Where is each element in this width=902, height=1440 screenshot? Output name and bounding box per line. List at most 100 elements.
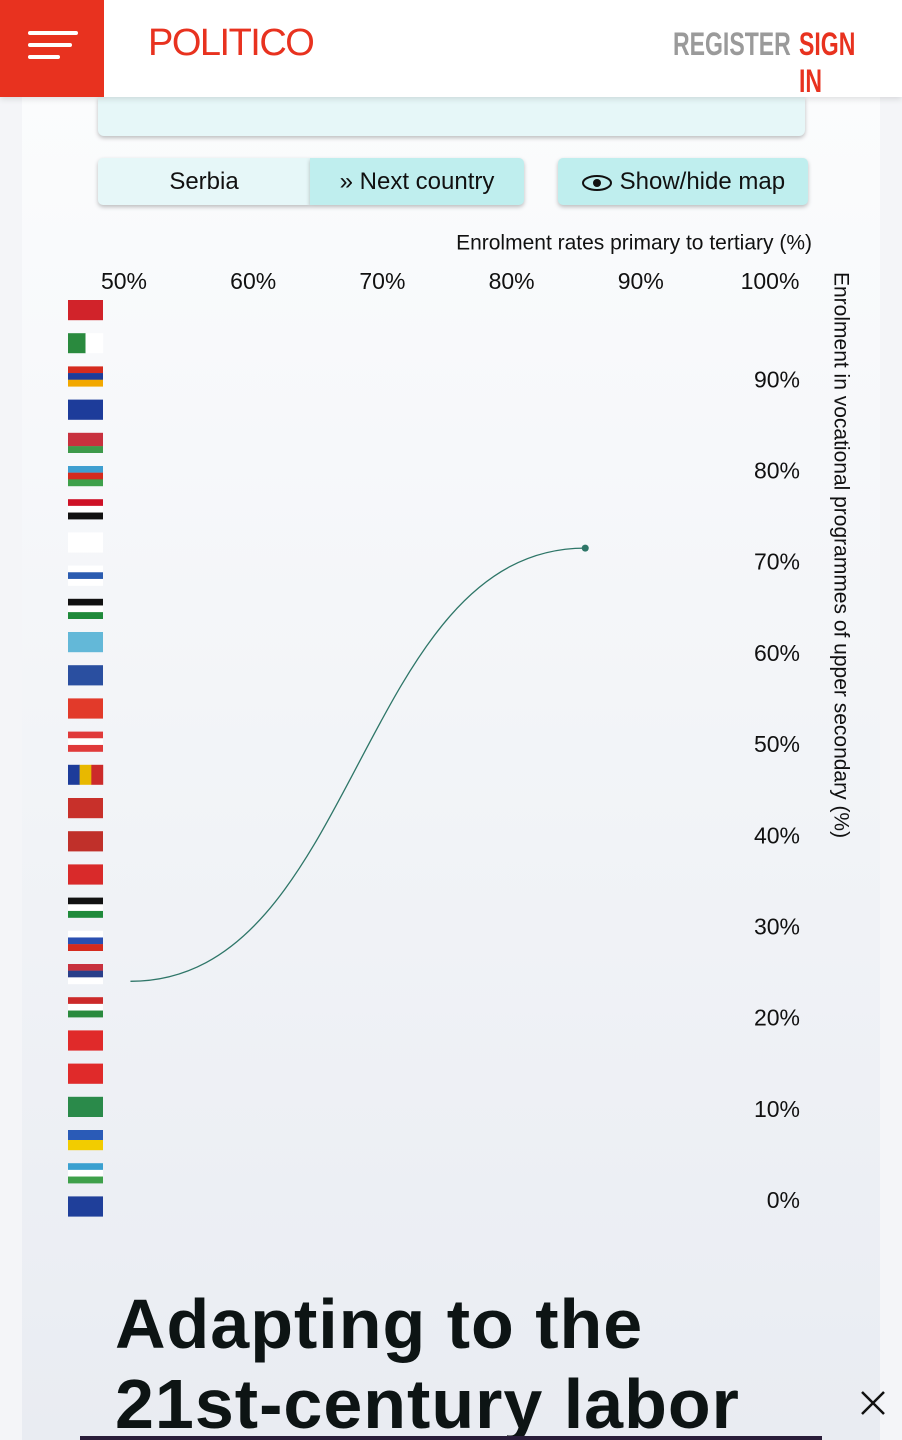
flag-stripe xyxy=(68,632,103,653)
flag-stripe xyxy=(68,466,103,473)
country-flag xyxy=(68,466,103,487)
country-label: Serbia xyxy=(98,158,310,205)
x-tick-label: 50% xyxy=(101,268,147,294)
flag-stripe xyxy=(68,439,103,447)
close-button[interactable] xyxy=(858,1388,888,1418)
sign-in-link[interactable]: SIGN IN xyxy=(799,26,856,99)
flag-stripe xyxy=(85,333,104,354)
icon: » xyxy=(339,168,360,195)
y-tick-label: 50% xyxy=(754,731,800,757)
flag-stripe xyxy=(68,1096,103,1117)
flag-stripe xyxy=(68,738,103,746)
flag-stripe xyxy=(68,665,103,686)
flag-stripe xyxy=(68,532,103,553)
x-tick-label: 80% xyxy=(489,268,535,294)
flag-stripe xyxy=(68,910,103,918)
flag-stripe xyxy=(68,864,103,885)
flag-stripe xyxy=(68,499,103,507)
flag-stripe xyxy=(68,373,103,380)
y-tick-label: 70% xyxy=(754,549,800,575)
y-tick-label: 0% xyxy=(767,1187,800,1213)
flag-stripe xyxy=(68,572,103,580)
y-tick-label: 20% xyxy=(754,1005,800,1031)
y-tick-label: 30% xyxy=(754,913,800,939)
country-flag xyxy=(68,565,103,586)
next-country-button[interactable]: » Next country xyxy=(310,158,524,205)
x-tick-label: 60% xyxy=(230,268,276,294)
country-flag xyxy=(68,432,103,453)
flag-stripe xyxy=(68,970,103,978)
flag-stripe xyxy=(68,1130,103,1141)
flag-stripe xyxy=(68,612,103,619)
flag-stripe xyxy=(68,479,103,487)
flag-stripe xyxy=(68,798,103,819)
point xyxy=(581,544,589,552)
flag-stripe xyxy=(68,1176,103,1184)
country-flag xyxy=(68,1196,103,1217)
flag-stripe xyxy=(68,472,103,480)
flag-stripe xyxy=(68,698,103,719)
header: POLITICO REGISTER SIGN IN xyxy=(0,0,902,99)
flag-stripe xyxy=(68,512,103,520)
flag-stripe xyxy=(68,1003,103,1011)
flag-stripe xyxy=(68,605,103,613)
country-flag xyxy=(68,964,103,985)
flag-stripe xyxy=(68,505,103,513)
country-flag xyxy=(68,366,103,387)
headline: Adapting to the 21st-century labor xyxy=(115,1285,740,1440)
country-flag xyxy=(68,831,103,852)
flag-stripe xyxy=(68,565,103,573)
flag-stripe xyxy=(68,764,80,785)
flag-stripe xyxy=(68,1010,103,1018)
country-flag xyxy=(68,598,103,619)
y-tick-label: 80% xyxy=(754,457,800,483)
country-flag xyxy=(68,1030,103,1051)
flag-stripe xyxy=(68,831,103,852)
y-tick-label: 90% xyxy=(754,366,800,392)
country-flag xyxy=(68,897,103,918)
flag-stripe xyxy=(68,1196,103,1217)
info-box xyxy=(98,97,805,136)
country-flag xyxy=(68,1096,103,1117)
eye-icon xyxy=(581,174,612,191)
country-flag xyxy=(68,1130,103,1151)
y-tick-label: 60% xyxy=(754,640,800,666)
flag-stripe xyxy=(68,1030,103,1051)
country-flag xyxy=(68,399,103,420)
flag-stripe xyxy=(68,1063,103,1084)
country-flag xyxy=(68,333,104,354)
logo[interactable]: POLITICO xyxy=(148,22,315,64)
country-flag xyxy=(68,798,103,819)
country-flag xyxy=(68,997,103,1018)
register-link[interactable]: REGISTER xyxy=(673,26,791,62)
flag-stripe xyxy=(68,1140,103,1151)
country-flag xyxy=(68,1163,103,1184)
menu-button[interactable] xyxy=(0,0,104,97)
flag-stripe xyxy=(68,937,103,945)
country-flag xyxy=(68,499,103,520)
flag-stripe xyxy=(68,997,103,1005)
country-flag xyxy=(68,731,103,752)
country-flag xyxy=(68,1063,103,1084)
map-toggle-button[interactable]: Show/hide map xyxy=(558,158,808,205)
flag-stripe xyxy=(68,977,103,985)
flag-stripe xyxy=(68,904,103,912)
flag-stripe xyxy=(68,300,103,321)
flag-stripe xyxy=(68,930,103,938)
country-flag xyxy=(68,764,104,785)
flag-stripe xyxy=(68,366,103,374)
flag-stripe xyxy=(68,964,103,971)
button-label: Show/hide map xyxy=(619,168,786,195)
button-label: Next country xyxy=(359,168,495,195)
country-flag xyxy=(68,300,103,321)
country-flag xyxy=(68,864,103,885)
country-flag xyxy=(68,632,103,653)
flag-stripe xyxy=(68,897,103,905)
y-axis-title: Enrolment in vocational programmes of up… xyxy=(829,272,852,838)
flag-stripe xyxy=(91,764,104,785)
country-flag xyxy=(68,532,103,553)
x-tick-label: 100% xyxy=(741,268,800,294)
flag-stripe xyxy=(68,399,103,420)
